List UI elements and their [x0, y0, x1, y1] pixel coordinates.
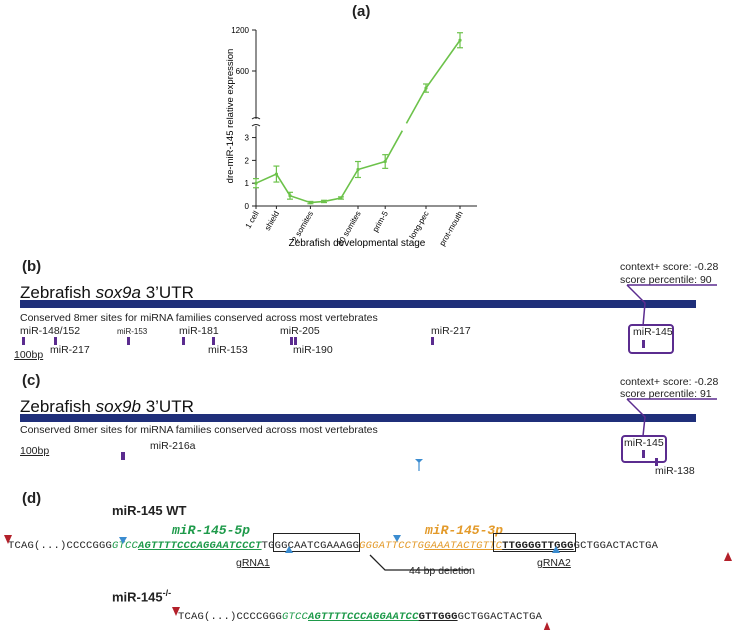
sox9a-callout-lines — [626, 284, 717, 327]
panel-label-a: (a) — [352, 3, 371, 20]
y-tick-label: 0 — [245, 202, 250, 211]
primer-left-icon — [4, 535, 12, 544]
sox9a-tick-mir205 — [290, 337, 293, 345]
chart-series — [253, 32, 463, 205]
series-line — [425, 39, 461, 89]
label-mir145-3p: miR-145-3p — [425, 523, 504, 538]
y-axis-label: dre-miR-145 relative expression — [225, 49, 236, 184]
sox9a-site-mir153b: miR-153 — [208, 344, 248, 356]
sox9b-gene-name: sox9b — [95, 397, 141, 416]
sox9a-site-mir148: miR-148/152 — [20, 325, 81, 337]
sox9a-tick-mir153a — [127, 337, 130, 345]
sox9b-mir145-box — [621, 435, 667, 463]
y-tick-label: 3 — [245, 134, 250, 143]
sequence-annotations — [4, 535, 732, 630]
sox9b-conserved-caption: Conserved 8mer sites for miRNA families … — [20, 424, 378, 436]
y-tick-label: 2 — [245, 156, 250, 165]
sox9a-site-mir217b: miR-217 — [431, 325, 471, 337]
primer-right-icon — [543, 622, 551, 630]
sox9a-tick-mir217b — [431, 337, 434, 345]
series-line — [384, 130, 404, 162]
cut-marker-icon — [393, 535, 401, 542]
panel-label-d: (d) — [22, 490, 42, 507]
sox9a-context-score: context+ score: -0.28 — [620, 261, 719, 273]
mutant-sequence: TCAG(...)CCCCGGGGTCCAGTTTTCCCAGGAATCCGTT… — [178, 611, 543, 623]
y-tick-label: 1 — [245, 179, 250, 188]
series-line — [405, 87, 427, 124]
sox9a-utr-bar — [20, 300, 696, 308]
sox9b-site-mir138: miR-138 — [655, 465, 695, 477]
sox9a-site-mir205: miR-205 — [280, 325, 320, 337]
grna1-label: gRNA1 — [236, 557, 270, 569]
sox9a-tick-mir153b — [212, 337, 215, 345]
sox9a-mir145-box — [628, 324, 674, 354]
sox9a-tick-mir145 — [642, 340, 645, 348]
grna2-label: gRNA2 — [537, 557, 571, 569]
y-tick-label: 600 — [236, 67, 250, 76]
sox9a-site-mir190: miR-190 — [293, 344, 333, 356]
cut-marker-icon — [285, 546, 293, 553]
sox9b-callout-lines — [626, 398, 717, 437]
sox9a-site-mir181: miR-181 — [179, 325, 219, 337]
data-point — [424, 86, 428, 90]
label-mir145-5p: miR-145-5p — [172, 523, 251, 538]
sox9a-tick-mir181 — [182, 337, 185, 345]
data-point — [356, 167, 360, 172]
sox9b-score-percentile: score percentile: 91 — [620, 388, 712, 400]
wt-sequence: TCAG(...)CCCCGGGGTCCAGTTTTCCCAGGAATCCCTT… — [8, 540, 659, 552]
grna2-target-box — [493, 533, 576, 552]
deletion-leader-line — [369, 554, 470, 571]
grna1-target-box — [273, 533, 360, 552]
deletion-label: 44 bp deletion — [409, 565, 475, 577]
sox9a-scale-bar: 100bp — [14, 349, 44, 361]
sox9a-tick-mir217a — [54, 337, 57, 345]
cut-marker-icon — [552, 546, 560, 553]
sox9b-utr-bar — [20, 414, 696, 422]
data-point — [274, 172, 278, 176]
data-point — [339, 196, 343, 200]
x-axis-label: Zebrafish developmental stage — [289, 238, 426, 249]
series-line — [255, 160, 386, 204]
mutant-heading: miR-145-/- — [112, 588, 172, 605]
data-point — [308, 200, 312, 205]
sox9b-site-mir145: miR-145 — [624, 437, 664, 449]
sox9a-utr-title: Zebrafish sox9a 3’UTR — [20, 283, 194, 302]
axis-break-mark — [251, 117, 261, 120]
y-tick-label: 1200 — [231, 26, 249, 35]
sox9b-utr-title: Zebrafish sox9b 3’UTR — [20, 397, 194, 416]
panel-label-b: (b) — [22, 258, 42, 275]
data-point — [458, 38, 462, 42]
primer-left-icon — [172, 607, 180, 616]
sox9b-tick-mir145 — [642, 450, 645, 458]
sox9b-site-mir216a: miR-216a — [150, 440, 196, 452]
sox9b-tick-mir138 — [655, 458, 658, 466]
data-point — [288, 194, 292, 198]
sox9a-site-mir217a: miR-217 — [50, 344, 90, 356]
primer-right-icon — [724, 552, 732, 561]
axis-break-mark — [251, 124, 261, 127]
data-point — [322, 199, 326, 204]
sox9b-tick-mir216a — [121, 452, 125, 460]
sox9a-site-mir145: miR-145 — [633, 326, 673, 338]
sox9a-site-mir153a: miR-153 — [117, 327, 148, 336]
sox9b-scale-bar: 100bp — [20, 445, 50, 457]
sox9a-tick-mir190 — [294, 337, 297, 345]
sox9a-gene-name: sox9a — [95, 283, 141, 302]
data-point — [383, 159, 387, 164]
data-point — [254, 181, 258, 185]
wt-heading: miR-145 WT — [112, 503, 187, 518]
sox9a-tick-mir148 — [22, 337, 25, 345]
arrow-marker-icon — [415, 459, 423, 471]
cut-marker-icon — [119, 537, 127, 544]
sox9b-context-score: context+ score: -0.28 — [620, 376, 719, 388]
panel-label-c: (c) — [22, 372, 41, 389]
sox9a-conserved-caption: Conserved 8mer sites for miRNA families … — [20, 312, 378, 324]
sox9a-score-percentile: score percentile: 90 — [620, 274, 712, 286]
